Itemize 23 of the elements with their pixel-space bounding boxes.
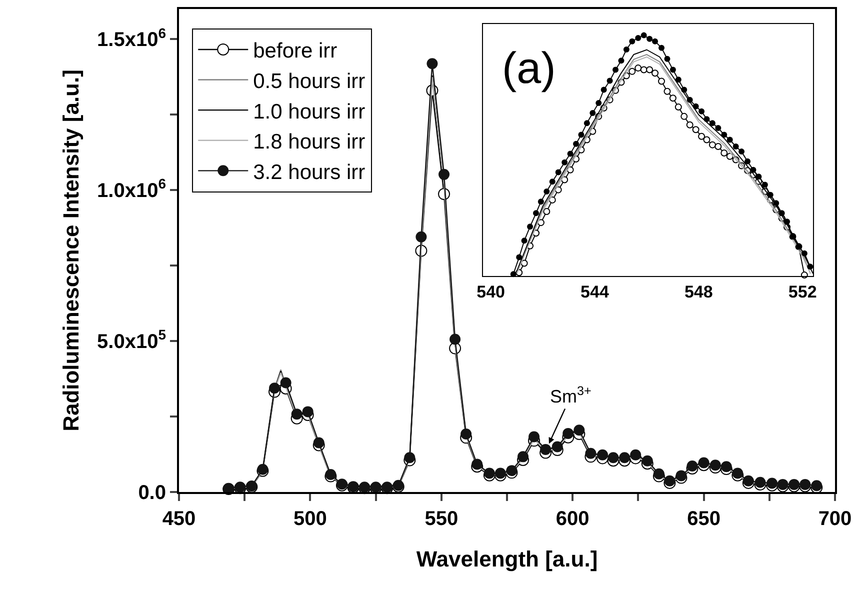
x-tick-label: 552 (788, 282, 817, 302)
y-tick-label: 5.0x10$^{5}$ (97, 326, 166, 354)
y-tick-label: 0.0 (138, 482, 166, 504)
annotation: Sm$^{3+}$ (550, 384, 592, 407)
x-axis-title: Wavelength [a.u.] (416, 546, 598, 572)
annotation: (a) (502, 44, 556, 93)
x-tick-label: 700 (818, 508, 852, 530)
x-tick-label: 450 (162, 508, 196, 530)
x-tick-label: 540 (476, 282, 505, 302)
x-tick-label: 600 (556, 508, 590, 530)
legend-label: 1.8 hours irr (253, 130, 366, 154)
legend-label: 3.2 hours irr (253, 160, 366, 184)
y-tick-label: 1.0x10$^{6}$ (97, 176, 166, 202)
legend-label: 0.5 hours irr (253, 70, 366, 93)
y-tick-label: 1.5x10$^{6}$ (97, 24, 166, 52)
x-tick-label: 550 (424, 508, 458, 530)
x-tick-label: 500 (294, 508, 327, 530)
x-tick-label: 548 (684, 282, 713, 302)
y-axis-title: Radioluminescence Intensity [a.u.] (58, 70, 84, 432)
legend-label: 1.0 hours irr (253, 100, 366, 124)
legend-label: before irr (253, 40, 338, 63)
x-tick-label: 650 (687, 508, 720, 530)
x-tick-label: 544 (580, 282, 610, 302)
